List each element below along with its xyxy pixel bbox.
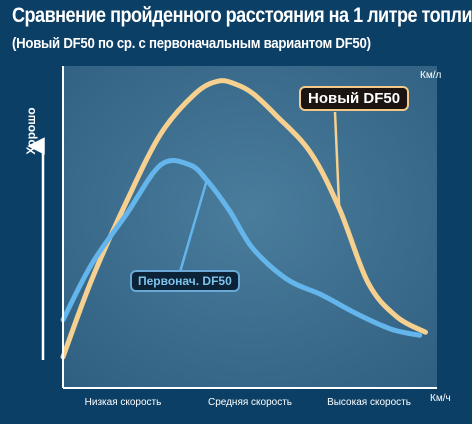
series-label-new: Новый DF50 [299, 86, 410, 111]
series-label-original-text: Первонач. DF50 [138, 274, 232, 288]
series-line-new [60, 78, 428, 360]
page-title: Сравнение пройденного расстояния на 1 ли… [12, 4, 472, 27]
series-line-original [60, 157, 423, 338]
series-label-original: Первонач. DF50 [130, 270, 240, 292]
x-tick-mid: Средняя скорость [207, 397, 293, 408]
y-axis-unit: Км/л [420, 70, 442, 81]
plot-panel [63, 66, 437, 388]
callout-line-original [178, 179, 208, 273]
x-tick-high: Высокая скорость [327, 397, 411, 408]
good-label-text: Хорошо [24, 107, 38, 155]
callout-line-new [333, 111, 341, 209]
x-tick-low: Низкая скорость [84, 397, 162, 408]
page-subtitle: (Новый DF50 по ср. с первоначальным вари… [12, 35, 371, 52]
x-axis-unit: Км/ч [430, 393, 451, 404]
